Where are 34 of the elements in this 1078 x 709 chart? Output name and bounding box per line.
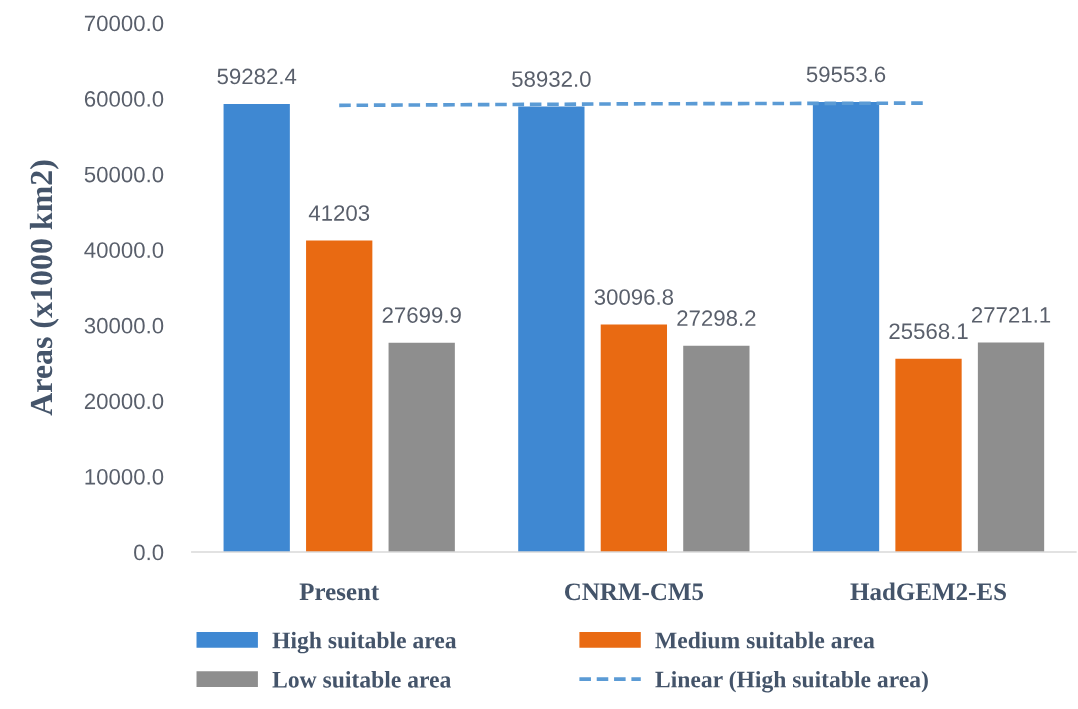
data-label: 27298.2 xyxy=(677,310,756,327)
bar xyxy=(518,106,585,553)
y-tick-label: 30000.0 xyxy=(84,317,164,334)
y-tick-label: 20000.0 xyxy=(84,393,164,410)
data-label: 41203 xyxy=(308,205,370,221)
y-tick-label: 10000.0 xyxy=(85,468,164,485)
data-label: 25568.1 xyxy=(889,323,968,340)
data-label: 30096.8 xyxy=(594,289,674,305)
data-label: 59282.4 xyxy=(217,68,297,85)
y-tick-label: 70000.0 xyxy=(84,15,164,32)
x-tick-label: Present xyxy=(299,583,380,601)
data-label: 59553.6 xyxy=(806,66,886,83)
legend-label: Medium suitable area xyxy=(655,631,875,649)
bar xyxy=(895,358,962,553)
bar xyxy=(683,345,750,553)
data-label: 27721.1 xyxy=(971,307,1051,323)
data-label: 58932.0 xyxy=(512,71,591,87)
legend-label: Linear (High suitable area) xyxy=(655,670,928,693)
y-tick-label: 40000.0 xyxy=(84,242,164,258)
y-tick-label: 0.0 xyxy=(134,544,164,561)
y-axis-title: Areas (x1000 km2) xyxy=(29,160,59,416)
bar xyxy=(306,240,373,553)
bar xyxy=(600,324,668,553)
y-tick-label: 50000.0 xyxy=(84,166,164,183)
x-tick-label: HadGEM2-ES xyxy=(850,582,1006,601)
legend-label: High suitable area xyxy=(272,631,457,654)
x-tick-label: CNRM-CM5 xyxy=(564,583,704,601)
bar xyxy=(812,101,880,553)
bar xyxy=(388,342,455,553)
data-label: 27699.9 xyxy=(382,307,461,323)
bar xyxy=(977,342,1045,553)
bar xyxy=(223,103,290,553)
y-tick-label: 60000.0 xyxy=(84,91,164,107)
legend-label: Low suitable area xyxy=(272,671,451,688)
